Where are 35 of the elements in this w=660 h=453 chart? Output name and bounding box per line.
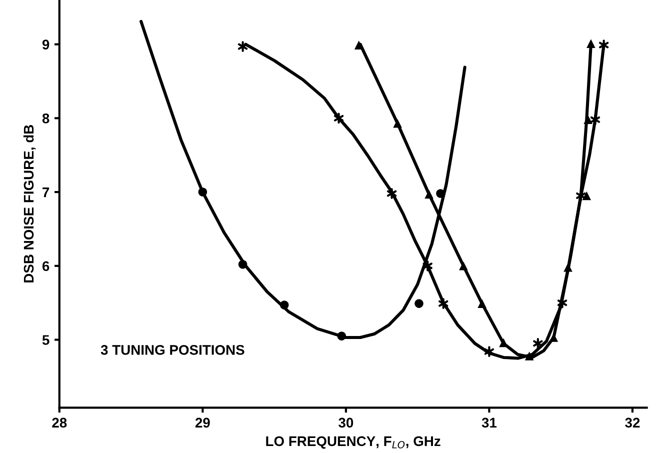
point xyxy=(424,190,434,199)
y-axis-title: DSB NOISE FIGURE, dB xyxy=(23,125,36,282)
point xyxy=(414,299,424,308)
point xyxy=(478,299,486,308)
y-tick-label: 5 xyxy=(42,335,50,345)
y-tick-label: 7 xyxy=(42,188,50,198)
point xyxy=(422,260,432,272)
point xyxy=(590,114,600,126)
x-axis-title: LO FREQUENCY, F$_{LO}$, GHz xyxy=(266,436,440,449)
point xyxy=(586,39,596,48)
point xyxy=(198,188,208,196)
y-tick-label: 6 xyxy=(42,261,50,272)
point xyxy=(459,262,468,270)
x-tick-label: 28 xyxy=(52,418,67,428)
point xyxy=(238,260,248,269)
point xyxy=(484,346,494,358)
annotation: 3 TUNING POSITIONS xyxy=(100,345,244,355)
x-tick-label: 30 xyxy=(338,418,354,428)
point xyxy=(393,118,402,128)
y-tick-label: 8 xyxy=(42,114,50,124)
point xyxy=(386,188,397,199)
point xyxy=(524,352,534,360)
x-tick-label: 31 xyxy=(482,418,497,428)
x-tick-label: 32 xyxy=(625,418,640,428)
point xyxy=(598,40,609,50)
point xyxy=(584,115,592,124)
x-tick-label: 29 xyxy=(195,418,210,428)
point xyxy=(533,338,543,349)
point xyxy=(280,300,289,310)
point xyxy=(337,332,346,340)
point xyxy=(582,191,592,200)
point xyxy=(238,41,248,52)
point xyxy=(438,298,448,309)
y-tick-label: 9 xyxy=(42,40,50,50)
point xyxy=(334,112,344,124)
